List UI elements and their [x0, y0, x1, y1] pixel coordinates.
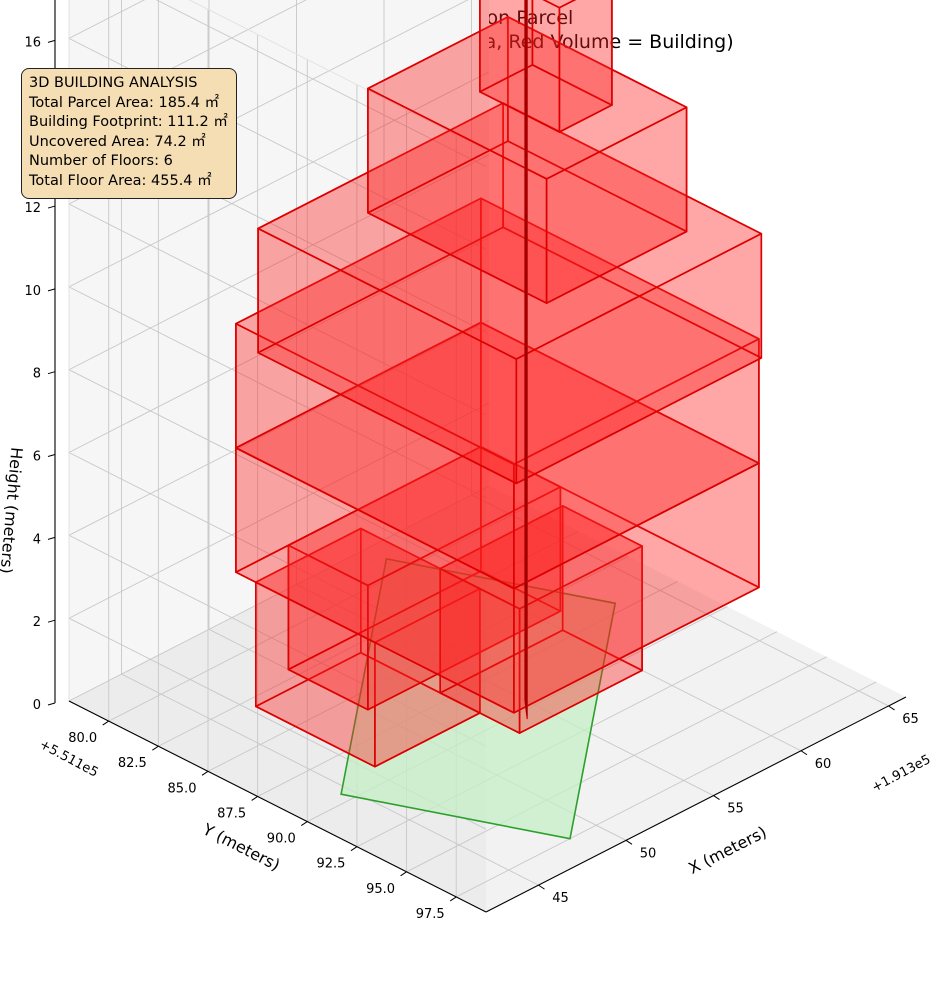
- z-tick-label: 6: [33, 450, 41, 465]
- y-tick-label: 87.5: [217, 806, 246, 821]
- annotation-line: Number of Floors: 6: [29, 153, 173, 170]
- z-tick-label: 8: [33, 367, 41, 382]
- z-tick-mark: [47, 39, 56, 43]
- x-axis-title: X (meters): [685, 822, 769, 878]
- gridline-x-floor: [121, 673, 539, 886]
- y-tick-label: 85.0: [168, 781, 197, 796]
- parcel-platform: [340, 557, 617, 840]
- building-volume: [235, 0, 763, 768]
- y-tick-label: 90.0: [267, 832, 296, 847]
- floor-1-box: [287, 445, 562, 711]
- y-tick-label: 92.5: [316, 857, 345, 872]
- building-face: [558, 0, 613, 133]
- z-tick-mark: [47, 454, 56, 458]
- x-tick-label: 55: [727, 802, 744, 817]
- z-tick-mark: [47, 288, 56, 292]
- y-tick-mark: [201, 770, 209, 776]
- building-face: [531, 0, 613, 106]
- x-offset-label: +1.913e5: [869, 752, 933, 795]
- annotation-line: Uncovered Area: 74.2 ㎡: [29, 133, 206, 150]
- z-axis-title: Height (meters): [0, 446, 26, 574]
- x-tick-mark: [800, 750, 808, 756]
- analysis-annotation-box: 3D BUILDING ANALYSIS Total Parcel Area: …: [21, 68, 237, 199]
- x-tick-label: 45: [552, 891, 569, 906]
- annotation-line: Total Parcel Area: 185.4 ㎡: [29, 94, 220, 111]
- x-tick-label: 65: [902, 712, 919, 727]
- parcel-polygon: [340, 557, 617, 840]
- pane-edge-top: [188, 0, 487, 151]
- z-tick-label: 4: [33, 532, 41, 547]
- annotation-title: 3D BUILDING ANALYSIS: [29, 75, 198, 91]
- z-tick-label: 0: [33, 698, 41, 713]
- x-tick-label: 60: [815, 757, 832, 772]
- y-tick-mark: [400, 871, 407, 877]
- building-face: [439, 505, 643, 610]
- z-tick-mark: [47, 205, 56, 209]
- y-tick-label: 97.5: [416, 907, 445, 922]
- y-tick-mark: [102, 720, 109, 726]
- floor-4-box: [257, 102, 763, 485]
- building-face: [542, 0, 577, 9]
- building-face: [257, 102, 763, 360]
- x-tick-mark: [538, 884, 545, 890]
- z-tick-label: 2: [33, 615, 41, 630]
- z-tick-mark: [47, 371, 56, 375]
- y-tick-mark: [449, 896, 457, 902]
- floor-3-box: [235, 197, 760, 590]
- annotation-line: Building Footprint: 111.2 ㎡: [29, 114, 228, 131]
- x-tick-label: 50: [640, 846, 657, 861]
- floor-6-box: [479, 0, 613, 133]
- z-tick-mark: [47, 619, 56, 623]
- y-tick-label: 82.5: [118, 756, 147, 771]
- y-tick-mark: [350, 846, 358, 852]
- y-tick-label: 95.0: [366, 882, 395, 897]
- building-core-column: [524, 0, 528, 720]
- y-tick-mark: [152, 745, 159, 751]
- y-axis-title: Y (meters): [199, 819, 283, 874]
- building-face: [235, 197, 760, 466]
- y-tick-mark: [301, 821, 308, 826]
- gridline-y-floor: [406, 656, 827, 873]
- y-tick-label: 80.0: [68, 731, 97, 746]
- x-tick-mark: [888, 705, 895, 711]
- gridline-z: [155, 0, 487, 168]
- gridline-y-floor: [456, 681, 877, 898]
- annotation-line: Total Floor Area: 455.4 ㎡: [29, 172, 212, 189]
- z-tick-label: 12: [24, 201, 41, 216]
- gridline-x-floor: [471, 494, 889, 707]
- x-axis-line: [485, 696, 907, 913]
- y-axis-line: [68, 700, 487, 913]
- z-tick-label: 10: [24, 284, 41, 299]
- x-tick-mark: [713, 795, 720, 800]
- z-tick-mark: [47, 536, 56, 540]
- z-tick-label: 16: [24, 35, 41, 50]
- x-tick-mark: [625, 839, 633, 845]
- y-tick-mark: [251, 796, 258, 801]
- floor-1-box: [439, 505, 643, 734]
- z-tick-mark: [47, 702, 56, 706]
